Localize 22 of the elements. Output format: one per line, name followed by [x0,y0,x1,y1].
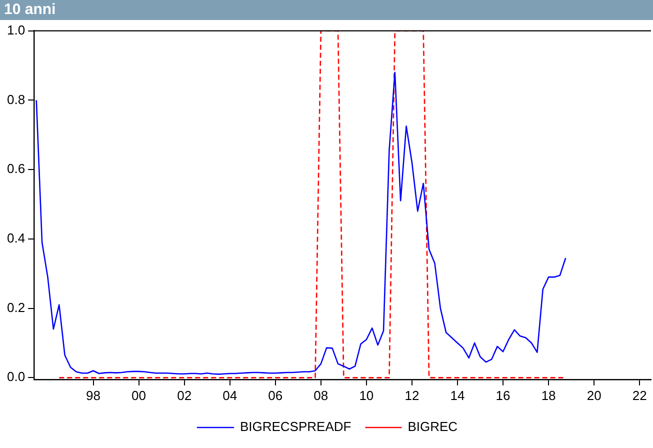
y-tick-label: 0.6 [6,161,26,176]
y-tick-label: 1.0 [6,22,26,38]
y-tick-label: 0.8 [6,92,26,107]
x-tick-label: 98 [86,388,100,403]
x-tick-label: 00 [132,388,146,403]
x-tick-label: 22 [632,388,647,403]
x-tick-label: 12 [404,388,420,403]
x-tick-label: 04 [222,388,238,403]
x-tick-label: 10 [359,388,374,403]
x-tick-label: 08 [314,388,328,403]
x-tick-label: 14 [450,388,465,403]
y-tick-label: 0.0 [6,369,26,384]
x-tick-label: 06 [268,388,283,403]
y-tick-label: 0.2 [6,300,26,315]
x-tick-label: 02 [177,388,192,403]
x-tick-label: 20 [586,388,602,403]
legend-label: BIGRECSPREADF [240,419,352,434]
legend-label: BIGREC [408,419,458,434]
x-tick-label: 16 [496,388,510,403]
y-tick-label: 0.4 [6,230,26,246]
x-tick-label: 18 [541,388,556,403]
chart-title: 10 anni [0,0,653,20]
